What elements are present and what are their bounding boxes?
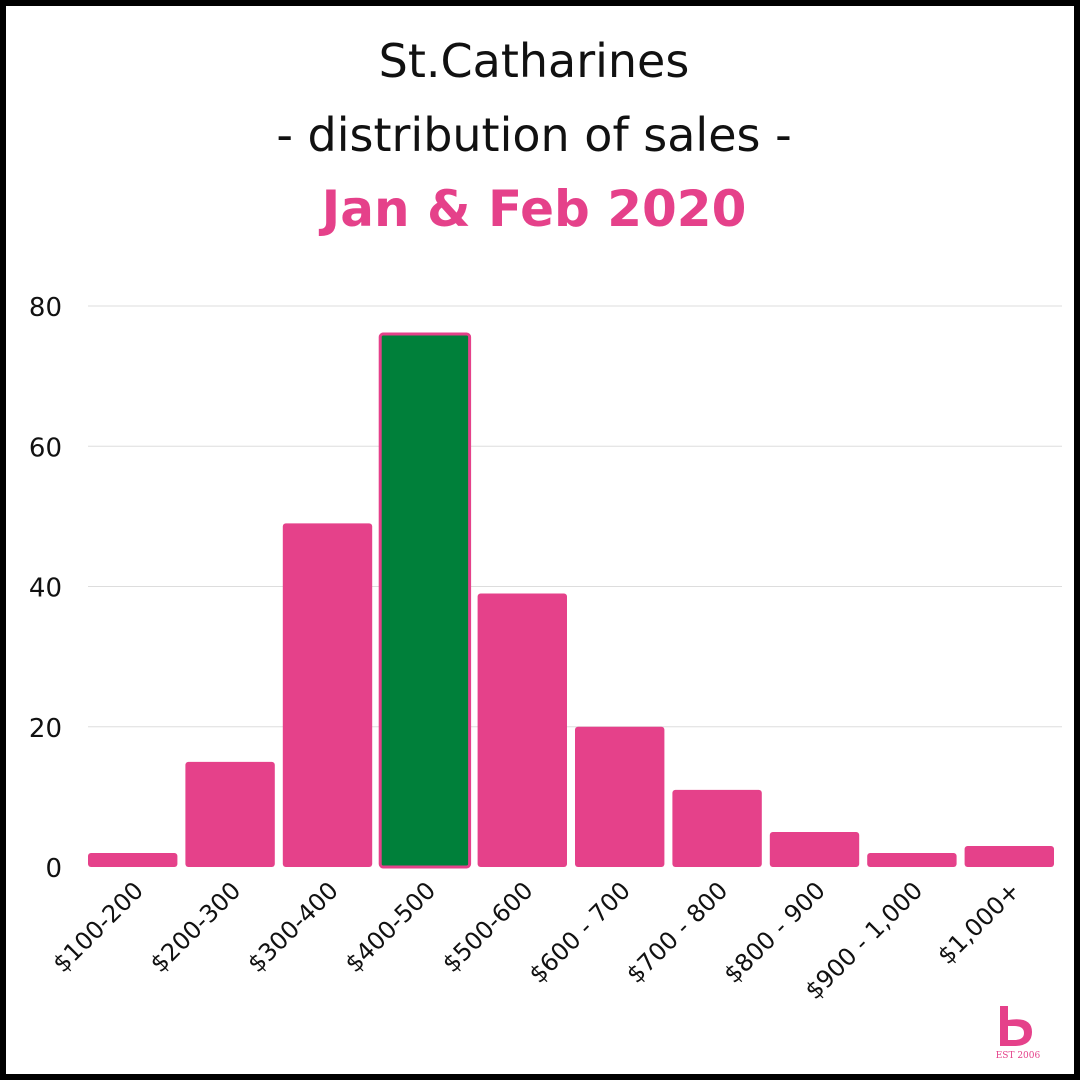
x-tick-label: $700 - 800 (621, 876, 733, 988)
bar (575, 726, 665, 867)
y-tick-label: 40 (29, 574, 62, 604)
y-tick-label: 60 (29, 433, 62, 463)
logo-text: EST 2006 (996, 1051, 1041, 1060)
bar (88, 852, 178, 867)
bar (769, 831, 860, 867)
y-tick-label: 20 (29, 714, 62, 744)
bar (964, 845, 1054, 867)
bar (867, 852, 957, 867)
y-tick-label: 0 (45, 854, 62, 884)
bar (185, 761, 275, 867)
x-tick-label: $1,000+ (932, 876, 1025, 969)
bar (282, 523, 373, 867)
x-tick-label: $500-600 (437, 876, 539, 978)
logo-mark (1000, 1006, 1032, 1046)
chart-subtitle: - distribution of sales - (276, 108, 792, 162)
bar-highlight (378, 332, 472, 869)
brand-logo: EST 2006 (996, 1006, 1041, 1060)
x-tick-label: $200-300 (145, 876, 247, 978)
x-tick-label: $100-200 (47, 876, 149, 978)
chart-title: St.Catharines (378, 34, 690, 88)
chart-period: Jan & Feb 2020 (321, 180, 747, 238)
y-tick-label: 80 (29, 293, 62, 323)
bar (672, 789, 762, 867)
x-tick-label: $400-500 (340, 876, 442, 978)
bar (477, 593, 567, 867)
x-tick-label: $600 - 700 (524, 876, 636, 988)
x-tick-label: $300-400 (242, 876, 344, 978)
